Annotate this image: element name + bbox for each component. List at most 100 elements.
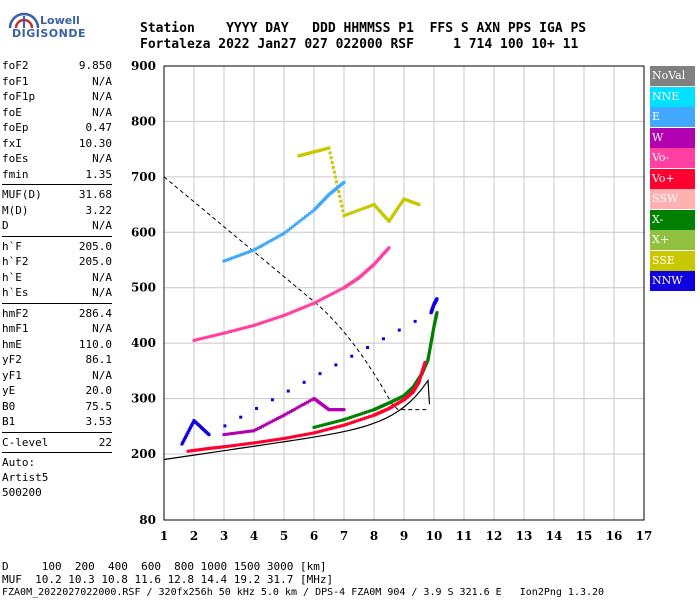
data-point (237, 254, 241, 258)
data-point (351, 210, 355, 214)
param-name: M(D) (2, 203, 29, 217)
data-point (370, 203, 374, 207)
param-row: foEp 0.47 (2, 120, 112, 136)
data-point (338, 288, 342, 292)
file-info: FZA0M_2022027022000.RSF / 320fx256h 50 k… (2, 587, 605, 598)
param-row: fxI 10.30 (2, 136, 112, 152)
data-point (359, 417, 363, 421)
data-point (246, 325, 250, 329)
data-point (263, 423, 267, 427)
data-point (263, 320, 267, 324)
y-tick-label: 800 (131, 114, 156, 128)
data-point (329, 156, 333, 160)
data-point (323, 423, 327, 427)
data-point (366, 345, 370, 349)
data-point (207, 335, 211, 339)
param-value: 86.1 (85, 353, 113, 366)
data-point (278, 315, 282, 319)
data-point (267, 439, 271, 443)
data-point (316, 424, 320, 428)
param-value: N/A (92, 152, 112, 165)
param-row: h`E N/A (2, 270, 112, 286)
logo-arcs-icon (8, 12, 40, 29)
data-point (226, 330, 230, 334)
param-name: h`Es (2, 286, 29, 299)
data-point (337, 190, 341, 194)
data-point (295, 308, 299, 312)
param-row: D N/A (2, 218, 112, 234)
divider (2, 302, 112, 304)
data-point (288, 311, 292, 315)
data-point (299, 433, 303, 437)
data-point (286, 312, 290, 316)
data-point (282, 231, 286, 235)
data-point (353, 420, 357, 424)
data-point (216, 333, 220, 337)
x-tick-label: 3 (220, 529, 228, 543)
data-point (323, 296, 327, 300)
data-point (190, 422, 194, 426)
x-tick-label: 12 (486, 529, 503, 543)
data-point (222, 445, 226, 449)
data-point (192, 338, 196, 342)
data-point (395, 208, 398, 212)
legend: NoVal NNE E W Vo- Vo+ SSW X- X+ SSE NNW (650, 66, 695, 292)
param-value: 75.5 (85, 399, 113, 413)
data-point (201, 336, 205, 340)
x-tick-label: 2 (190, 529, 198, 543)
data-point (291, 225, 295, 229)
data-point (276, 316, 280, 320)
data-point (288, 226, 292, 230)
data-point (265, 319, 269, 323)
data-point (258, 425, 262, 429)
logo-line1: Lowell (40, 14, 80, 27)
data-point (366, 415, 370, 419)
data-point (271, 237, 275, 241)
data-point (254, 247, 258, 251)
param-row: yF2 86.1 (2, 352, 112, 368)
data-point (246, 442, 250, 446)
param-row: yF1 N/A (2, 368, 112, 384)
distance-row: D 100 200 400 600 800 1000 1500 3000 [km… (2, 560, 327, 573)
data-point (348, 421, 352, 425)
data-point (256, 246, 260, 250)
data-point (312, 431, 316, 435)
param-value: 10.30 (78, 136, 112, 150)
param-value: 0.47 (85, 121, 113, 134)
data-point (261, 440, 265, 444)
data-point (269, 420, 273, 424)
x-tick-label: 6 (310, 529, 318, 543)
data-point (301, 403, 305, 407)
data-point (340, 204, 344, 208)
plot-frame (163, 65, 645, 521)
x-tick-label: 1 (160, 529, 168, 543)
data-point (338, 194, 342, 198)
data-point (310, 302, 314, 306)
data-point (293, 435, 297, 439)
data-point (263, 242, 267, 246)
data-point (295, 406, 299, 410)
solid-profile-curve (163, 378, 431, 461)
data-point (351, 415, 355, 419)
data-point (278, 437, 282, 441)
data-point (228, 330, 232, 334)
data-point (342, 180, 346, 184)
data-point (233, 431, 237, 435)
data-point (194, 338, 198, 342)
param-group-4: hmF2 286.4 hmF1 N/A hmE 110.0 yF2 86.1 yF1 N/A yE 2… (2, 306, 112, 430)
data-point (222, 433, 226, 437)
data-point (329, 427, 333, 431)
data-point (308, 211, 312, 215)
data-point (342, 408, 346, 412)
data-point (331, 420, 335, 424)
param-name: hmF2 (2, 306, 29, 320)
data-point (368, 409, 372, 413)
data-point (286, 389, 290, 393)
data-point (336, 425, 340, 429)
param-name: foEs (2, 152, 29, 165)
data-point (188, 427, 192, 431)
y-tick-label: 200 (131, 447, 156, 461)
data-point (342, 423, 346, 427)
param-value: N/A (92, 286, 112, 299)
data-point (273, 236, 277, 240)
